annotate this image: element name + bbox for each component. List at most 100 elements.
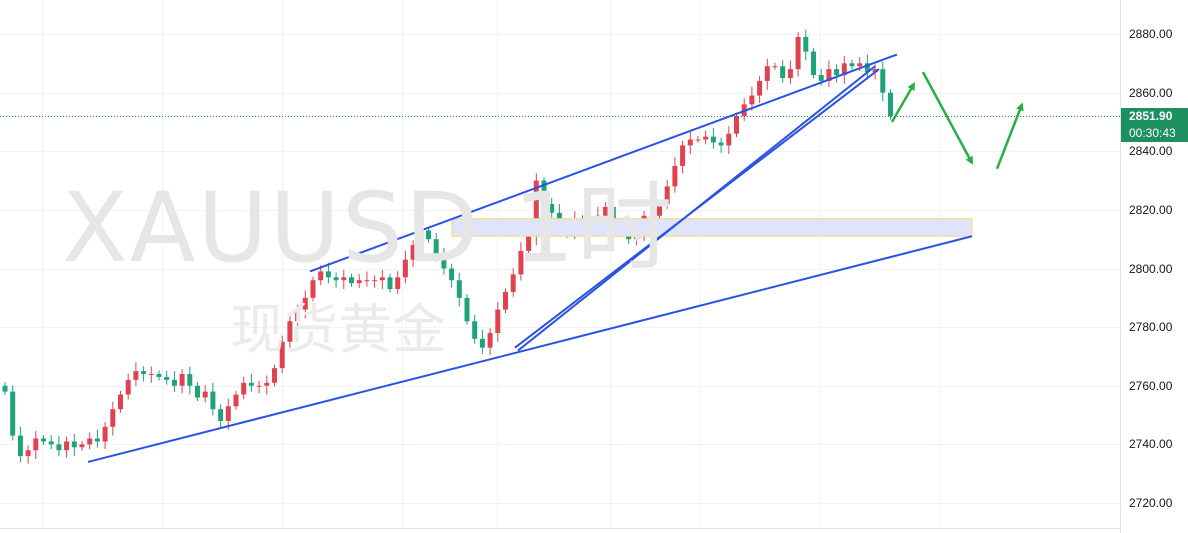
candle-body — [841, 63, 847, 76]
current-price-tag: 2851.90 00:30:43 — [1121, 107, 1188, 142]
candle-body — [233, 394, 239, 407]
candle-body — [195, 385, 200, 398]
watermark-interval: 1时 — [513, 172, 675, 284]
candle-body — [187, 374, 193, 386]
candle-body — [426, 230, 431, 240]
candle-body — [726, 133, 732, 146]
candle-body — [479, 338, 485, 348]
candle-body — [703, 136, 709, 140]
candle-body — [318, 271, 324, 281]
candle-body — [541, 180, 547, 205]
candle-body — [110, 409, 116, 427]
candle-body — [687, 139, 693, 146]
zone-rect — [451, 218, 973, 237]
candle-body — [148, 374, 154, 376]
trendline — [309, 53, 898, 273]
candle-body — [295, 309, 301, 322]
candle-body — [10, 391, 16, 436]
candle-body — [880, 69, 886, 93]
candle-body — [333, 277, 339, 281]
candle-body — [256, 385, 262, 387]
candle-body — [310, 280, 316, 298]
candle-body — [64, 441, 70, 451]
candle-body — [87, 438, 93, 445]
candle-body — [395, 277, 401, 290]
candle-body — [179, 374, 185, 386]
candle-body — [287, 321, 293, 342]
candle-body — [549, 204, 555, 213]
candle-body — [17, 435, 23, 457]
price-tick-label: 2860.00 — [1129, 85, 1173, 100]
candle-body — [787, 69, 793, 78]
candle-body — [418, 230, 424, 246]
candle-body — [803, 36, 809, 52]
projection-arrows — [890, 71, 1024, 170]
candle-body — [433, 239, 439, 257]
candle-body — [672, 165, 678, 187]
price-tick-label: 2760.00 — [1129, 378, 1173, 393]
candle-body — [349, 277, 354, 284]
price-tick-label: 2840.00 — [1129, 144, 1173, 159]
candle-body — [402, 259, 408, 278]
candle-body — [341, 277, 347, 281]
candle-body — [849, 63, 855, 67]
candle-body — [495, 309, 501, 333]
candle-body — [279, 341, 285, 369]
grid-lines — [0, 0, 1120, 528]
trendlines — [87, 53, 973, 463]
candle-body — [164, 376, 170, 380]
candle-body — [171, 379, 177, 386]
candle-body — [603, 206, 609, 216]
candle-body — [680, 145, 686, 166]
candle-body — [264, 382, 270, 386]
projection-arrow — [995, 102, 1024, 170]
candle-body — [102, 426, 108, 442]
projection-arrow — [921, 71, 974, 165]
instrument-name-watermark: 现货黄金 — [230, 298, 446, 361]
candle-body — [695, 139, 701, 141]
candle-body — [610, 206, 616, 222]
candle-body — [718, 142, 724, 146]
candle-body — [248, 382, 254, 386]
candle-body — [772, 66, 778, 68]
candle-body — [449, 268, 455, 281]
price-tick-label: 2740.00 — [1129, 437, 1173, 452]
candle-body — [125, 379, 131, 395]
price-tick-label: 2780.00 — [1129, 320, 1173, 335]
trendline — [87, 235, 973, 463]
candle-body — [118, 394, 123, 410]
candle-body — [533, 180, 539, 237]
projection-arrow — [890, 82, 916, 123]
candle-body — [872, 69, 878, 73]
candle-body — [133, 371, 139, 380]
candle-body — [71, 441, 77, 448]
candle-body — [857, 63, 863, 67]
candle-body — [79, 444, 85, 448]
candle-body — [56, 444, 62, 451]
candle-body — [811, 51, 816, 76]
candle-body — [325, 271, 331, 278]
watermark-symbol: XAUUSD — [62, 172, 481, 284]
candle-body — [518, 250, 524, 275]
candle-body — [372, 280, 378, 282]
candle-body — [472, 321, 478, 339]
candle-body — [464, 297, 470, 322]
candle-body — [526, 236, 532, 251]
candle-body — [441, 256, 447, 269]
candle-body — [749, 95, 755, 105]
candle-body — [795, 36, 801, 70]
candle-body — [834, 69, 840, 76]
candle-body — [764, 66, 770, 81]
candle-body — [210, 391, 216, 410]
candle-body — [780, 66, 786, 78]
candle-body — [818, 75, 824, 81]
candle-body — [864, 63, 870, 73]
candle-body — [48, 441, 54, 445]
candle-body — [510, 274, 516, 292]
candle-body — [888, 92, 893, 117]
candle-body — [503, 291, 508, 310]
candle-body — [364, 280, 370, 282]
candle-body — [41, 438, 46, 442]
price-tick-label: 2880.00 — [1129, 27, 1173, 41]
